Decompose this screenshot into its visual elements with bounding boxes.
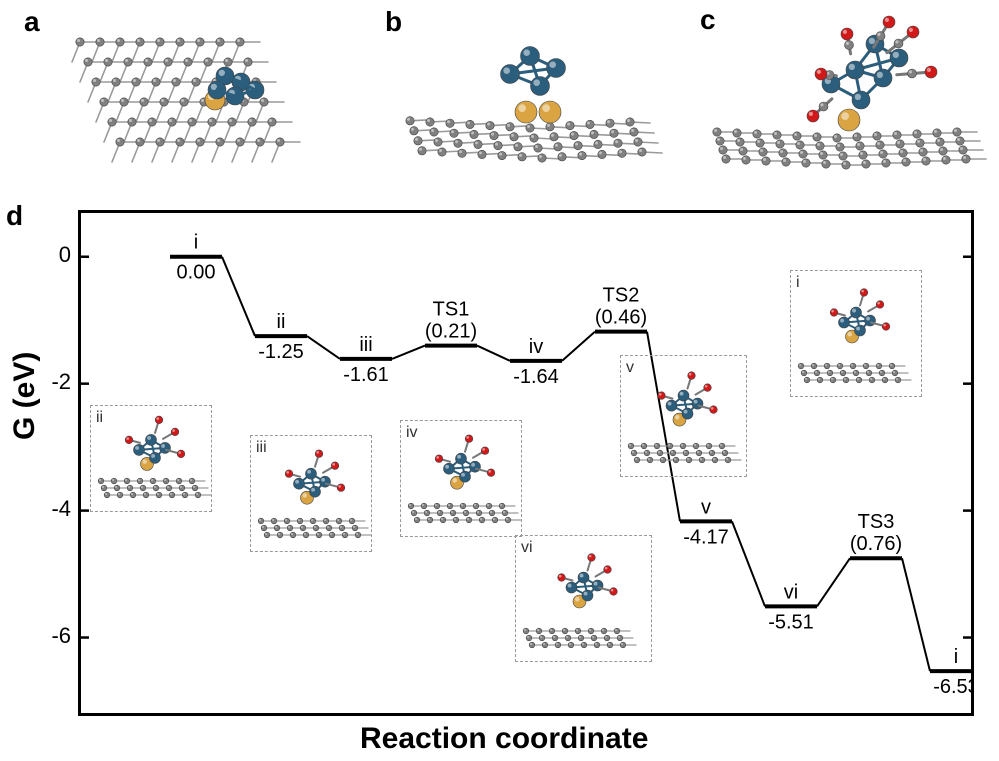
svg-text:-1.64: -1.64 (513, 366, 559, 388)
y-tick-label: -2 (21, 369, 71, 395)
inset-molecule-i (791, 271, 921, 396)
svg-text:ii: ii (277, 311, 286, 333)
inset-molecule-iii (251, 436, 371, 551)
x-axis-label: Reaction coordinate (360, 722, 648, 756)
svg-text:i: i (954, 646, 958, 668)
svg-text:iv: iv (529, 336, 543, 358)
inset-molecule-ii (91, 406, 211, 511)
svg-text:(0.76): (0.76) (850, 533, 902, 555)
inset-molecule-v (621, 356, 746, 476)
svg-text:v: v (701, 496, 711, 518)
figure-root: a b c d G (eV) Reaction coordinate i0.00… (0, 0, 999, 761)
svg-text:-1.61: -1.61 (343, 364, 389, 386)
svg-text:-1.25: -1.25 (258, 341, 304, 363)
inset-label-iv: iv (406, 424, 418, 442)
inset-i (790, 270, 922, 397)
inset-label-vi: vi (521, 539, 533, 557)
inset-label-v: v (626, 359, 634, 377)
inset-molecule-vi (516, 536, 651, 661)
inset-label-ii: ii (96, 409, 103, 427)
inset-ii (90, 405, 212, 512)
svg-text:-6.53: -6.53 (933, 676, 971, 698)
inset-v (620, 355, 747, 477)
svg-text:TS1: TS1 (433, 299, 470, 321)
molecule-b-svg (395, 18, 665, 183)
inset-iii (250, 435, 372, 552)
svg-text:-4.17: -4.17 (683, 526, 729, 548)
inset-label-i: i (796, 274, 800, 292)
inset-label-iii: iii (256, 439, 267, 457)
molecule-panel-b (395, 18, 665, 183)
inset-vi (515, 535, 652, 662)
svg-text:iii: iii (359, 334, 372, 356)
panel-label-a: a (24, 6, 40, 38)
svg-text:vi: vi (784, 581, 798, 603)
molecule-c-svg (705, 8, 990, 188)
inset-iv (400, 420, 522, 537)
inset-molecule-iv (401, 421, 521, 536)
y-axis-label: G (eV) (8, 352, 42, 440)
y-tick-label: -4 (21, 496, 71, 522)
svg-text:i: i (194, 232, 198, 254)
svg-text:-5.51: -5.51 (768, 611, 814, 633)
molecule-panel-c (705, 8, 990, 188)
svg-text:(0.46): (0.46) (595, 307, 647, 329)
molecule-panel-a (60, 12, 350, 187)
svg-text:(0.21): (0.21) (425, 321, 477, 343)
molecule-a-svg (60, 12, 350, 187)
svg-text:TS3: TS3 (858, 511, 895, 533)
y-tick-label: -6 (21, 623, 71, 649)
svg-text:TS2: TS2 (603, 285, 640, 307)
panel-label-d: d (6, 200, 23, 232)
svg-text:0.00: 0.00 (177, 262, 216, 284)
y-tick-label: 0 (21, 242, 71, 268)
